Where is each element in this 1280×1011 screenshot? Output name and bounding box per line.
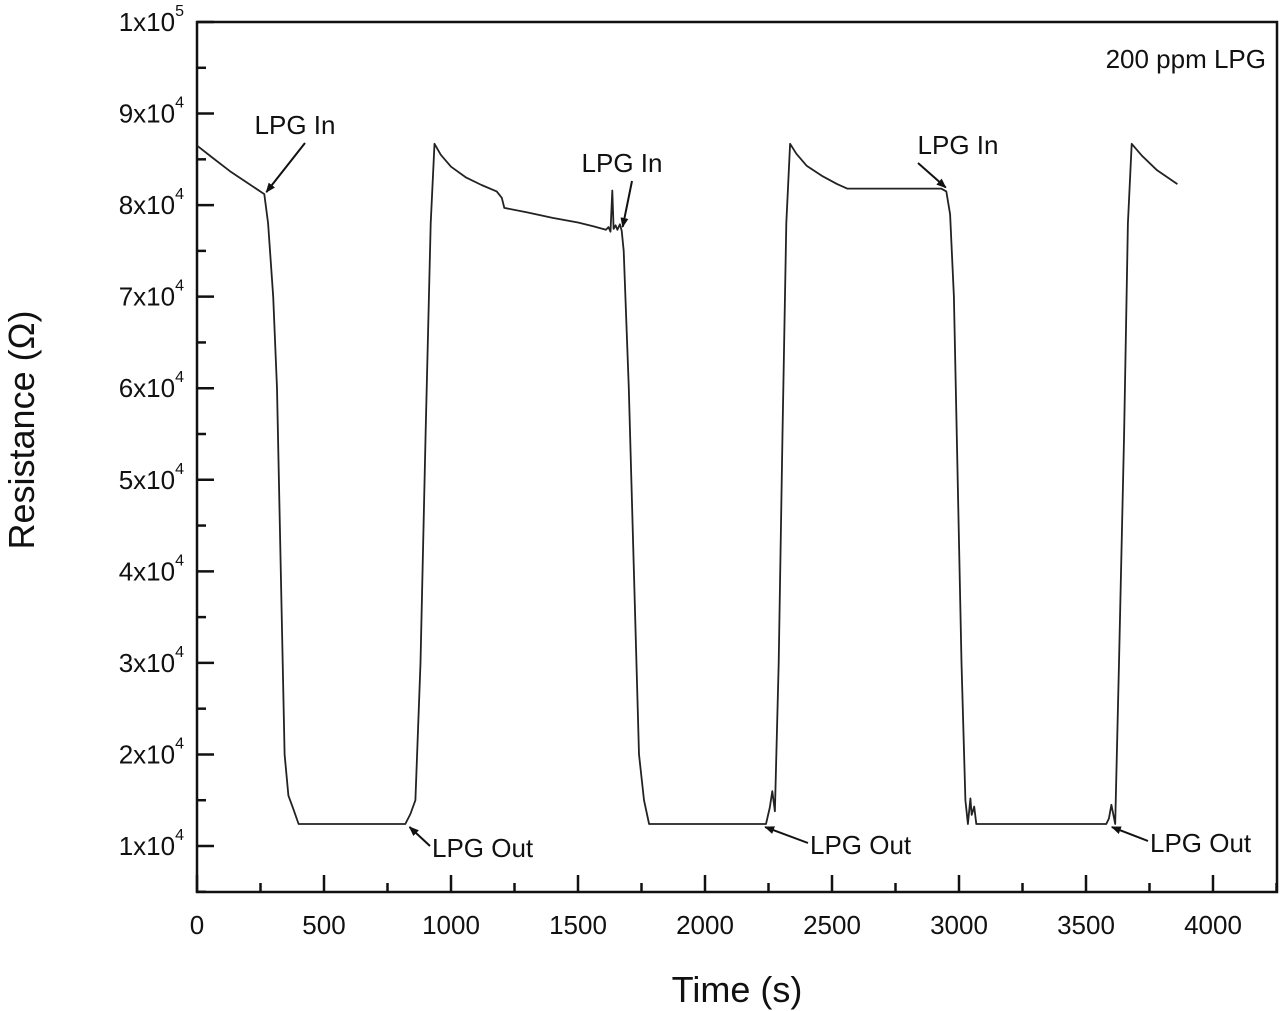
x-tick-label: 2500 — [803, 910, 861, 940]
y-tick-label: 1x105 — [119, 3, 184, 37]
annotation-arrow-icon — [917, 162, 947, 189]
y-tick-label: 6x104 — [119, 369, 184, 403]
annotation-arrow-icon — [408, 826, 431, 847]
concentration-label: 200 ppm LPG — [1106, 44, 1266, 74]
lpg-out-annotation: LPG Out — [810, 830, 912, 860]
y-tick-label: 5x104 — [119, 461, 184, 495]
y-tick-label: 9x104 — [119, 95, 184, 129]
lpg-in-annotation: LPG In — [918, 130, 999, 160]
y-tick-label: 8x104 — [119, 186, 184, 220]
data-series-layer — [196, 142, 1178, 825]
annotations-layer: LPG In LPG In LPG In LPG Out LPG Out LPG Out — [255, 110, 1252, 863]
y-axis-ticks: 1x104 2x104 3x104 4x104 5x104 6x104 7x104 8x104… — [119, 3, 214, 894]
y-tick-label: 4x104 — [119, 552, 184, 586]
lpg-in-annotation: LPG In — [582, 148, 663, 178]
x-tick-label: 3500 — [1057, 910, 1115, 940]
lpg-in-annotation: LPG In — [255, 110, 336, 140]
lpg-out-annotation: LPG Out — [1150, 828, 1252, 858]
y-axis-title: Resistance (Ω) — [1, 311, 42, 550]
x-tick-label: 2000 — [676, 910, 734, 940]
y-tick-label: 1x104 — [119, 827, 184, 861]
x-tick-label: 1000 — [422, 910, 480, 940]
annotation-arrow-icon — [265, 142, 306, 193]
y-tick-label: 7x104 — [119, 278, 184, 312]
x-tick-label: 500 — [302, 910, 345, 940]
lpg-out-annotation: LPG Out — [432, 833, 534, 863]
y-tick-label: 2x104 — [119, 735, 184, 769]
x-tick-label: 1500 — [549, 910, 607, 940]
x-tick-label: 4000 — [1184, 910, 1242, 940]
resistance-line — [196, 142, 1178, 825]
x-tick-label: 0 — [190, 910, 204, 940]
annotation-arrow-icon — [620, 180, 633, 228]
annotation-arrow-icon — [1110, 826, 1149, 842]
x-tick-label: 3000 — [930, 910, 988, 940]
plot-border — [195, 20, 1279, 894]
annotation-arrow-icon — [764, 826, 809, 844]
x-axis-ticks: 0 500 1000 1500 2000 2500 3000 3500 4000 — [190, 875, 1278, 940]
plot-frame — [195, 20, 1279, 894]
y-tick-label: 3x104 — [119, 644, 184, 678]
x-axis-title: Time (s) — [672, 969, 803, 1010]
